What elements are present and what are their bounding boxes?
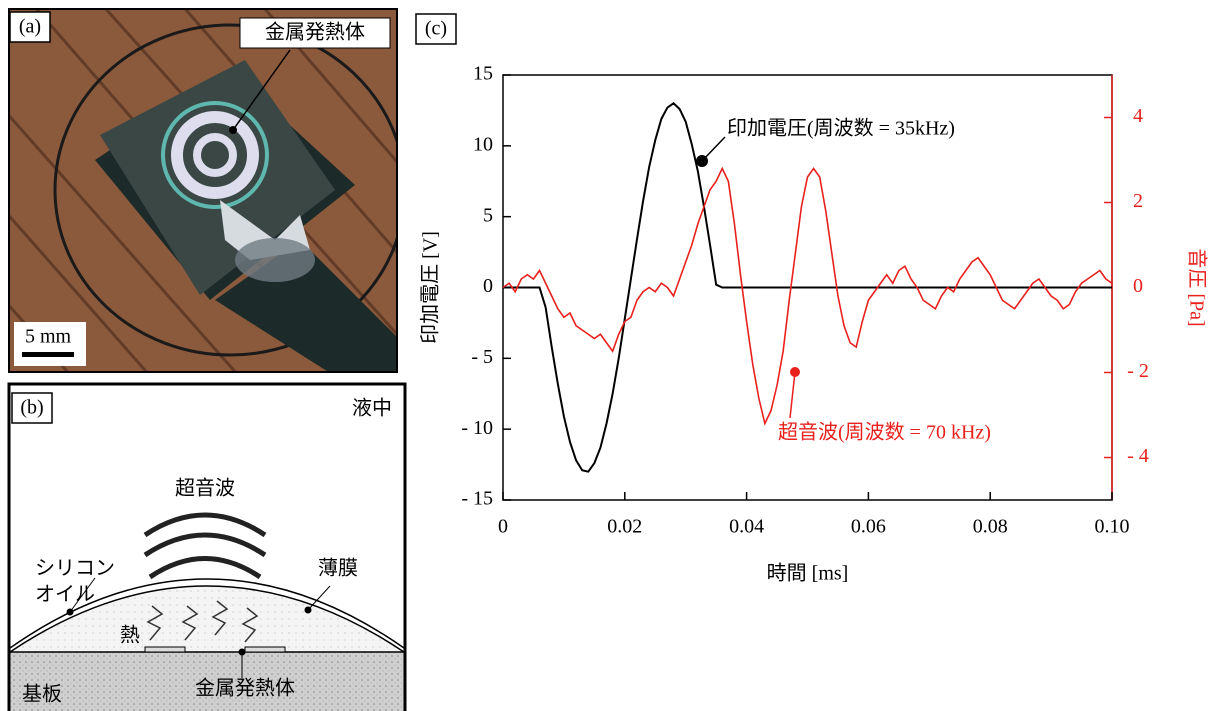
x-tick-label: 0.04 (729, 516, 764, 538)
y-tick-label: 0 (483, 275, 493, 297)
panel-label: (b) (20, 397, 43, 419)
oil-label: オイル (35, 584, 95, 606)
legend-label: 印加電圧(周波数 = 35kHz) (727, 117, 955, 140)
x-tick-label: 0 (498, 516, 508, 538)
leader-dot (696, 155, 708, 167)
callout: 金属発熱体 (265, 21, 365, 44)
diagram (10, 512, 404, 711)
y2-tick-label: - 4 (1127, 445, 1149, 467)
legend-label: 超音波(周波数 = 70 kHz) (778, 421, 991, 444)
leader (232, 49, 291, 131)
film-label: 薄膜 (318, 557, 358, 580)
x-tick-label: 0.02 (607, 516, 642, 538)
y2-tick-label: 2 (1133, 190, 1143, 212)
panel-label: (c) (425, 18, 447, 40)
series-line (502, 166, 1113, 426)
scale-bar-label: 5 mm (25, 326, 72, 348)
x-tick-label: 0.10 (1095, 516, 1130, 538)
series-line (503, 102, 1112, 473)
x-axis-label: 時間 [ms] (767, 562, 849, 585)
wave-label: 超音波 (175, 477, 235, 500)
y2-tick-label: - 2 (1127, 360, 1149, 382)
panel-label: (a) (19, 16, 41, 38)
substrate-label: 基板 (22, 683, 62, 706)
y-tick-label: 15 (473, 63, 493, 85)
y-tick-label: - 15 (461, 488, 493, 510)
heater-label: 金属発熱体 (195, 677, 295, 700)
leader-dot (790, 367, 800, 377)
leader-dot (229, 126, 237, 134)
oil-label: シリコン (35, 558, 115, 580)
y-tick-label: - 5 (471, 346, 493, 368)
y-tick-label: 10 (473, 133, 493, 155)
scale-bar (22, 352, 74, 357)
medium-label: 液中 (352, 397, 392, 420)
x-tick-label: 0.08 (973, 516, 1008, 538)
y2-tick-label: 4 (1133, 105, 1143, 127)
leader (789, 371, 796, 419)
heat-label: 熱 (120, 624, 140, 647)
y-tick-label: 5 (483, 204, 493, 226)
x-tick-label: 0.06 (851, 516, 886, 538)
y-tick-label: - 10 (461, 417, 493, 439)
label-box (415, 13, 457, 45)
scale-bg (14, 322, 86, 366)
chart: 0 0.02 0.04 0.06 0.08 0.10 - 15 - 10 - 5 0 5 10 15 - … (419, 63, 1209, 585)
photo (8, 8, 398, 373)
y-axis-label: 印加電圧 [V] (419, 231, 442, 344)
y2-axis-label: 音圧 [Pa] (1185, 248, 1208, 326)
y2-tick-label: 0 (1133, 275, 1143, 297)
